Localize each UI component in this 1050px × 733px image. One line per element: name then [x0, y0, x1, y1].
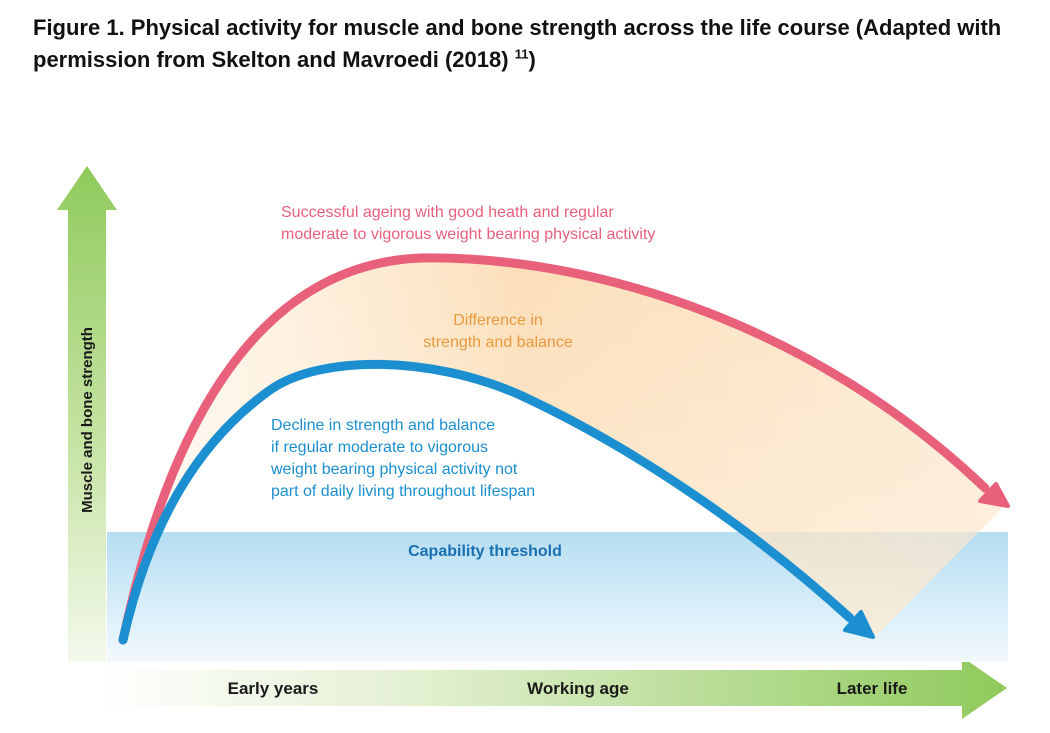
- successful-ageing-label-line-1: Successful ageing with good heath and re…: [281, 204, 614, 221]
- figure-caption-close: ): [528, 47, 536, 72]
- difference-label-line-2: strength and balance: [423, 334, 573, 351]
- successful-ageing-arrowhead: [978, 482, 1010, 508]
- decline-label-line-2: if regular moderate to vigorous: [271, 439, 488, 456]
- x-axis-label-early-years: Early years: [228, 679, 319, 698]
- figure-caption: Figure 1. Physical activity for muscle a…: [33, 12, 1043, 76]
- x-axis-label-later-life: Later life: [837, 679, 908, 698]
- decline-curve: [118, 359, 855, 645]
- difference-label-line-1: Difference in: [453, 312, 543, 329]
- decline-label-line-3: weight bearing physical activity not: [270, 461, 518, 478]
- decline-arrowhead: [843, 610, 875, 639]
- successful-ageing-curve: [118, 253, 990, 645]
- figure-caption-text: Figure 1. Physical activity for muscle a…: [33, 15, 1002, 72]
- decline-label-line-1: Decline in strength and balance: [271, 417, 495, 434]
- figure-caption-reference: 11: [514, 46, 529, 62]
- x-axis-arrow: [95, 657, 1007, 719]
- difference-region-fade: [123, 257, 1005, 640]
- y-axis-arrow: [57, 166, 117, 662]
- y-axis-label: Muscle and bone strength: [79, 327, 96, 513]
- capability-threshold-label: Capability threshold: [408, 543, 562, 560]
- successful-ageing-label-line-2: moderate to vigorous weight bearing phys…: [281, 226, 655, 243]
- x-axis-label-working-age: Working age: [527, 679, 629, 698]
- decline-label-line-4: part of daily living throughout lifespan: [271, 483, 535, 500]
